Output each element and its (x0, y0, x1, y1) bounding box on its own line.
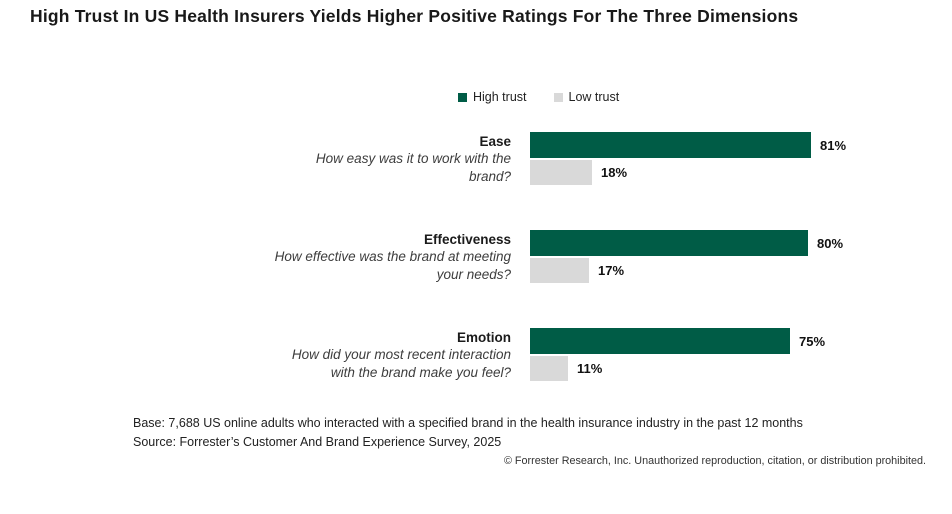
low-trust-value-label: 11% (577, 361, 603, 376)
high-trust-value-label: 80% (817, 235, 844, 251)
bar-chart: Ease How easy was it to work with the br… (0, 132, 952, 426)
category-question: How effective was the brand at meeting y… (274, 249, 511, 282)
legend-label-low-trust: Low trust (568, 90, 620, 104)
chart-row: Effectiveness How effective was the bran… (0, 230, 952, 328)
category-question: How easy was it to work with the brand? (315, 151, 511, 184)
row-label: Emotion How did your most recent interac… (271, 329, 511, 382)
source-note: Source: Forrester’s Customer And Brand E… (133, 434, 502, 449)
high-trust-bar (530, 328, 790, 354)
row-label: Effectiveness How effective was the bran… (271, 231, 511, 284)
high-trust-value-label: 81% (820, 137, 847, 153)
row-bars: 81% 18% (530, 132, 846, 185)
legend: High trust Low trust (458, 90, 619, 104)
copyright-note: © Forrester Research, Inc. Unauthorized … (503, 455, 926, 467)
low-trust-bar (530, 258, 589, 283)
page-title: High Trust In US Health Insurers Yields … (30, 6, 799, 26)
high-trust-value-label: 75% (799, 333, 826, 349)
footnotes: Base: 7,688 US online adults who interac… (133, 414, 803, 451)
high-trust-bar (530, 132, 811, 158)
row-label: Ease How easy was it to work with the br… (271, 133, 511, 186)
chart-row: Ease How easy was it to work with the br… (0, 132, 952, 230)
low-trust-swatch-icon (553, 92, 563, 102)
legend-label-high-trust: High trust (473, 90, 527, 104)
category-label: Ease (479, 134, 511, 149)
chart-row: Emotion How did your most recent interac… (0, 328, 952, 426)
row-bars: 75% 11% (530, 328, 825, 381)
row-bars: 80% 17% (530, 230, 843, 283)
low-trust-bar (530, 356, 568, 381)
base-note: Base: 7,688 US online adults who interac… (133, 416, 803, 430)
legend-item-low-trust: Low trust (553, 90, 620, 104)
category-label: Effectiveness (423, 232, 511, 247)
low-trust-bar (530, 160, 592, 185)
category-question: How did your most recent interaction wit… (291, 347, 511, 380)
legend-item-high-trust: High trust (458, 90, 527, 104)
high-trust-bar (530, 230, 808, 256)
category-label: Emotion (457, 330, 511, 345)
low-trust-value-label: 17% (598, 263, 625, 278)
low-trust-value-label: 18% (601, 165, 628, 180)
high-trust-swatch-icon (458, 92, 467, 102)
